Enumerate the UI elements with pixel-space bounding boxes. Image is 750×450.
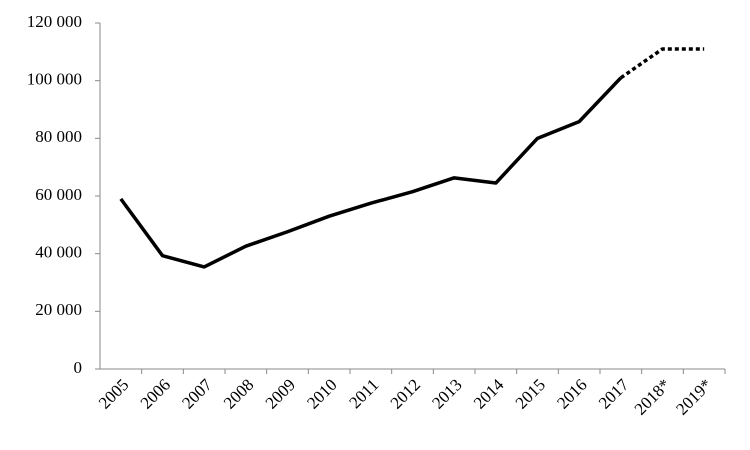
y-tick-label: 80 000 (35, 127, 82, 146)
x-tick-label: 2013 (428, 375, 465, 412)
x-tick-label: 2017 (595, 375, 633, 413)
data-line (619, 47, 705, 80)
x-tick-label: 2009 (262, 375, 299, 412)
y-tick-label: 60 000 (35, 185, 82, 204)
y-tick-label: 120 000 (27, 12, 82, 31)
x-tick-label: 2012 (387, 375, 424, 412)
x-tick-label: 2015 (512, 375, 549, 412)
data-line (119, 76, 623, 269)
x-tick-label: 2005 (95, 375, 132, 412)
y-tick-label: 100 000 (27, 70, 82, 89)
y-tick-label: 0 (74, 358, 83, 377)
x-tick-label: 2008 (220, 375, 257, 412)
x-tick-label: 2018* (631, 375, 674, 418)
y-tick-label: 40 000 (35, 243, 82, 262)
x-tick-label: 2014 (470, 375, 508, 413)
x-tick-label: 2016 (553, 375, 590, 412)
x-tick-label: 2011 (345, 375, 382, 412)
x-tick-label: 2006 (137, 375, 174, 412)
x-tick-label: 2007 (178, 375, 216, 413)
y-tick-label: 20 000 (35, 300, 82, 319)
x-tick-label: 2019* (672, 375, 715, 418)
x-tick-label: 2010 (303, 375, 340, 412)
